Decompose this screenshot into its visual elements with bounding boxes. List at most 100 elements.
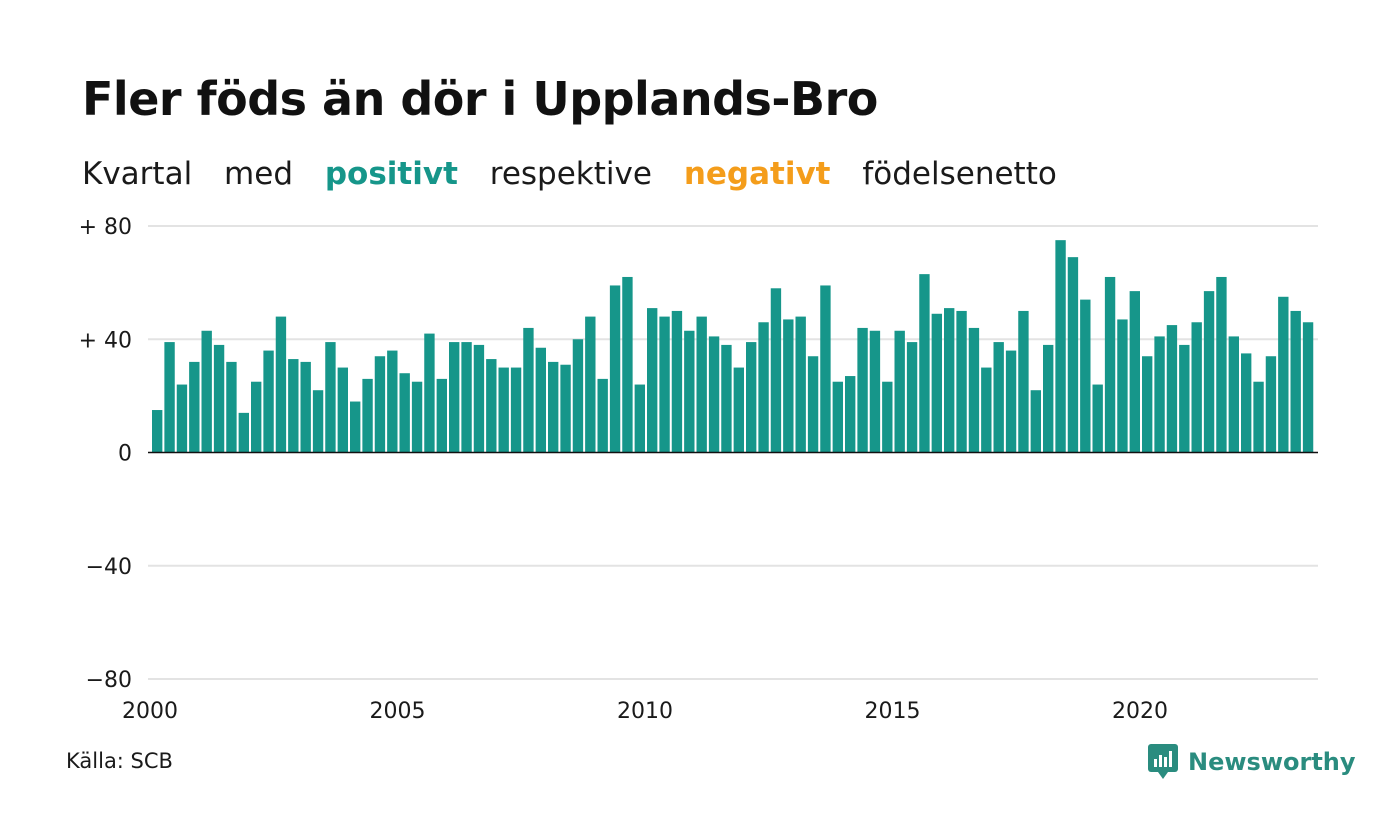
bar	[1278, 296, 1289, 453]
bar	[894, 330, 905, 453]
bar	[634, 384, 645, 453]
bar	[906, 342, 918, 453]
bar	[337, 367, 348, 453]
newsworthy-logo-icon	[1148, 744, 1178, 779]
bar	[981, 367, 992, 453]
bar	[461, 342, 472, 453]
bar	[300, 361, 311, 453]
bar	[956, 310, 967, 453]
bar	[931, 313, 942, 453]
bar	[770, 288, 782, 453]
bar	[152, 410, 163, 453]
bar	[1166, 325, 1178, 453]
bar	[1290, 310, 1301, 453]
bar	[1067, 257, 1079, 453]
bar	[783, 319, 794, 453]
x-tick-label: 2015	[865, 699, 921, 724]
bar	[944, 308, 955, 453]
x-tick-label: 2010	[617, 699, 673, 724]
x-tick-label: 2005	[370, 699, 426, 724]
bar	[1129, 291, 1140, 453]
bar	[548, 361, 559, 453]
bar	[609, 285, 621, 453]
bar	[523, 327, 534, 453]
subtitle-part-1: Kvartal	[82, 156, 193, 192]
brand-name: Newsworthy	[1188, 748, 1356, 776]
bar	[498, 367, 509, 453]
bar	[968, 327, 980, 453]
bar	[164, 342, 175, 453]
bar	[362, 378, 373, 453]
bar	[1302, 322, 1314, 453]
bar	[1142, 356, 1153, 453]
bar	[647, 308, 658, 453]
source-note: Källa: SCB	[66, 749, 173, 773]
bar	[721, 344, 732, 453]
y-tick-label: −40	[86, 555, 132, 580]
bar	[1203, 291, 1215, 453]
bar	[1104, 276, 1116, 453]
bar	[869, 330, 881, 453]
bar	[486, 359, 497, 453]
subtitle-part-2: med	[224, 156, 293, 192]
bar	[312, 390, 324, 453]
bar	[746, 342, 757, 453]
bar	[560, 364, 571, 453]
subtitle-negative: negativt	[683, 156, 831, 192]
y-tick-label: + 40	[79, 328, 132, 353]
x-tick-label: 2020	[1112, 699, 1168, 724]
bar	[807, 356, 819, 453]
chart-subtitle: Kvartal med positivt respektive negativt…	[82, 156, 1079, 192]
bar	[597, 378, 608, 453]
bar	[325, 342, 336, 453]
bar	[1055, 240, 1066, 453]
bar	[1179, 344, 1190, 453]
bar	[820, 285, 831, 453]
bar	[758, 322, 769, 453]
bar	[1154, 336, 1165, 453]
bar	[387, 350, 398, 453]
bar	[708, 336, 720, 453]
bar	[733, 367, 744, 453]
subtitle-part-3: respektive	[489, 156, 652, 192]
bar	[1018, 310, 1029, 453]
bar	[275, 316, 287, 453]
bar	[226, 361, 237, 453]
bar	[1241, 353, 1252, 453]
y-tick-label: + 80	[79, 215, 132, 240]
bar	[1092, 384, 1103, 453]
bar	[1191, 322, 1202, 453]
bar	[659, 316, 670, 453]
x-tick-label: 2000	[122, 699, 178, 724]
bar	[1216, 276, 1227, 453]
y-tick-label: 0	[118, 442, 132, 467]
bar	[696, 316, 707, 453]
bar	[350, 401, 361, 453]
bar	[1228, 336, 1239, 453]
bar	[832, 381, 843, 453]
bar	[1080, 299, 1091, 453]
bar	[424, 333, 435, 453]
bar	[176, 384, 188, 453]
y-tick-label: −80	[86, 668, 132, 693]
bar	[399, 373, 410, 453]
bar	[684, 330, 695, 453]
bar	[1253, 381, 1264, 453]
chart-title: Fler föds än dör i Upplands-Bro	[82, 72, 878, 126]
bar	[238, 412, 249, 453]
bar	[436, 378, 447, 453]
bar	[473, 344, 485, 453]
bar	[510, 367, 522, 453]
bar	[585, 316, 596, 453]
bar	[411, 381, 423, 453]
bar	[201, 330, 212, 453]
bar	[1265, 356, 1277, 453]
bar	[213, 344, 225, 453]
subtitle-part-4: födelsenetto	[862, 156, 1057, 192]
bar	[1043, 344, 1054, 453]
bar	[795, 316, 806, 453]
bar	[882, 381, 893, 453]
bar	[622, 276, 633, 453]
bar	[572, 339, 584, 453]
